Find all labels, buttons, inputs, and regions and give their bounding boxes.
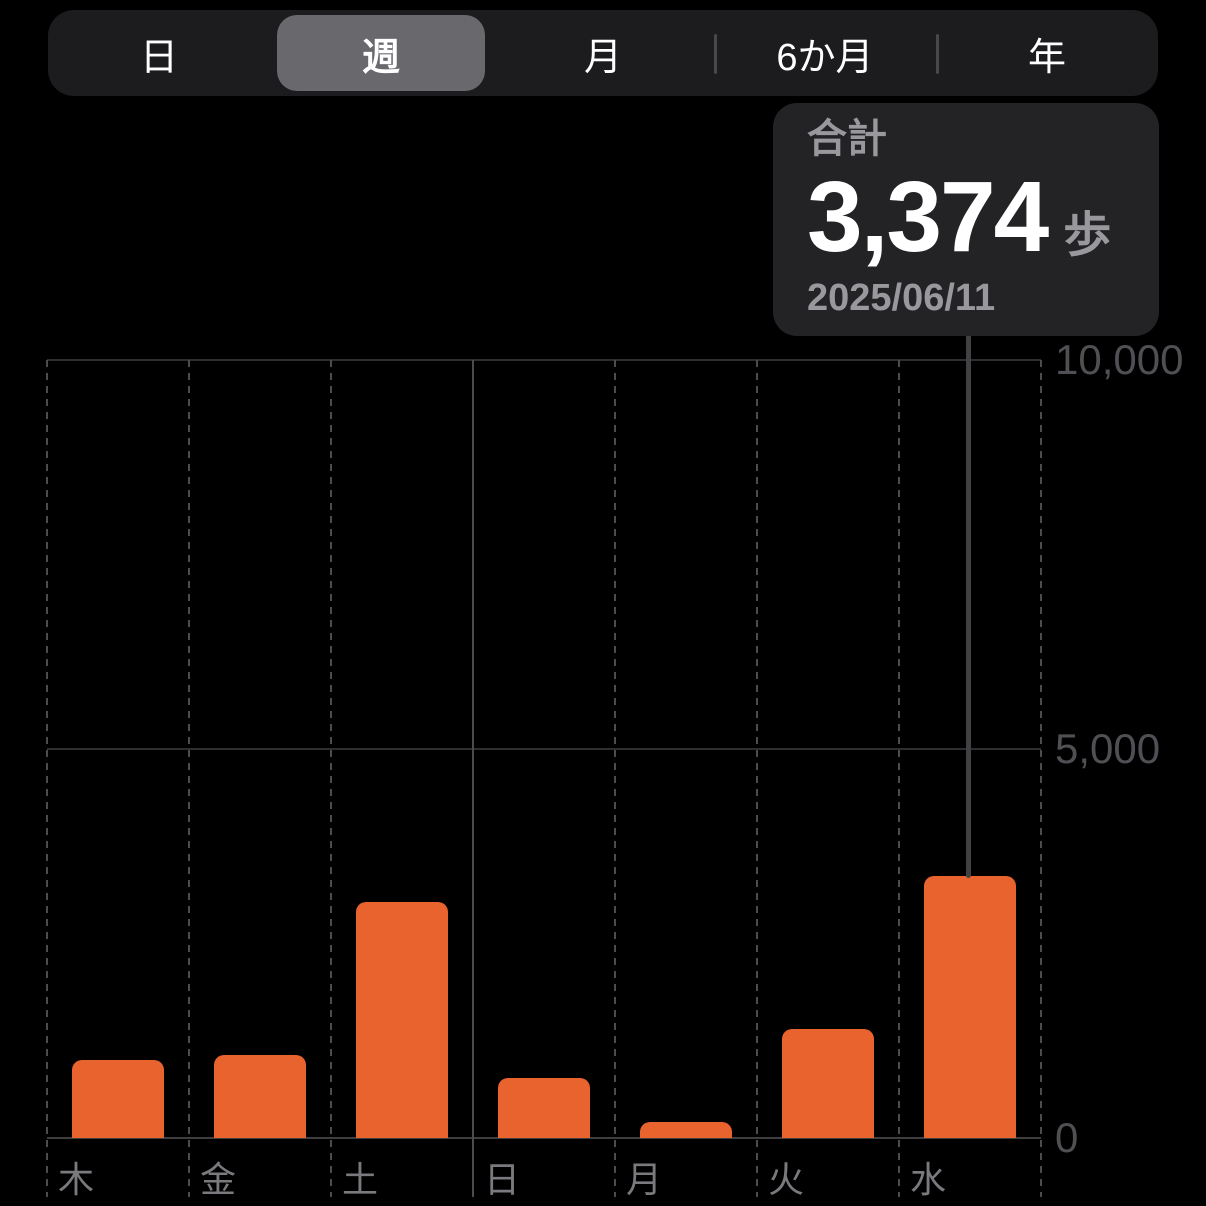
chart-bar[interactable] <box>782 1029 874 1138</box>
segment-six-months[interactable]: 6か月 <box>721 15 929 91</box>
segment-six-months-label: 6か月 <box>776 36 874 79</box>
gridline-vertical <box>614 360 616 1197</box>
tooltip-date: 2025/06/11 <box>807 277 996 319</box>
chart-bar[interactable] <box>924 876 1016 1138</box>
segment-month[interactable]: 月 <box>499 15 707 91</box>
segment-day[interactable]: 日 <box>55 15 263 91</box>
chart-bar[interactable] <box>214 1055 306 1138</box>
x-axis-day-label: 日 <box>484 1159 521 1200</box>
x-axis-baseline <box>47 1137 1041 1139</box>
y-axis-tick-label: 10,000 <box>1055 336 1184 383</box>
x-axis-day-label: 土 <box>342 1159 379 1200</box>
gridline-vertical <box>46 360 48 1197</box>
selection-tooltip: 合計 3,374 歩 2025/06/11 <box>773 103 1159 336</box>
x-axis-day-label: 金 <box>200 1159 237 1200</box>
gridline-vertical <box>898 360 900 1197</box>
segment-week[interactable]: 週 <box>277 15 485 91</box>
x-axis-day-label: 火 <box>768 1159 805 1200</box>
period-segmented-control: 日 週 月 6か月 年 <box>48 10 1158 96</box>
chart-bar[interactable] <box>498 1078 590 1138</box>
gridline-vertical <box>1040 360 1042 1197</box>
x-axis-day-label: 水 <box>910 1159 947 1200</box>
segment-separator <box>714 34 717 74</box>
chart-bar[interactable] <box>356 902 448 1138</box>
tooltip-value-row: 3,374 歩 <box>807 165 1159 269</box>
gridline-horizontal <box>47 359 1041 361</box>
gridline-vertical <box>756 360 758 1197</box>
gridline-horizontal <box>47 748 1041 750</box>
segment-day-label: 日 <box>139 36 178 79</box>
x-axis-day-label: 月 <box>626 1159 663 1200</box>
segment-separator <box>936 34 939 74</box>
x-axis-day-label: 木 <box>58 1159 95 1200</box>
tooltip-title: 合計 <box>807 117 887 161</box>
y-axis-tick-label: 5,000 <box>1055 725 1161 772</box>
segment-year-label: 年 <box>1027 36 1066 79</box>
segment-year[interactable]: 年 <box>943 15 1151 91</box>
week-divider-line <box>472 360 474 1197</box>
gridline-vertical <box>188 360 190 1197</box>
tooltip-value: 3,374 <box>807 161 1049 273</box>
tooltip-unit: 歩 <box>1063 209 1112 262</box>
segment-week-label: 週 <box>361 36 400 79</box>
selection-indicator-line <box>966 334 971 878</box>
chart-bar[interactable] <box>72 1060 164 1138</box>
y-axis-tick-label: 0 <box>1055 1114 1079 1161</box>
segment-month-label: 月 <box>583 36 622 79</box>
chart-bar[interactable] <box>640 1122 732 1138</box>
gridline-vertical <box>330 360 332 1197</box>
